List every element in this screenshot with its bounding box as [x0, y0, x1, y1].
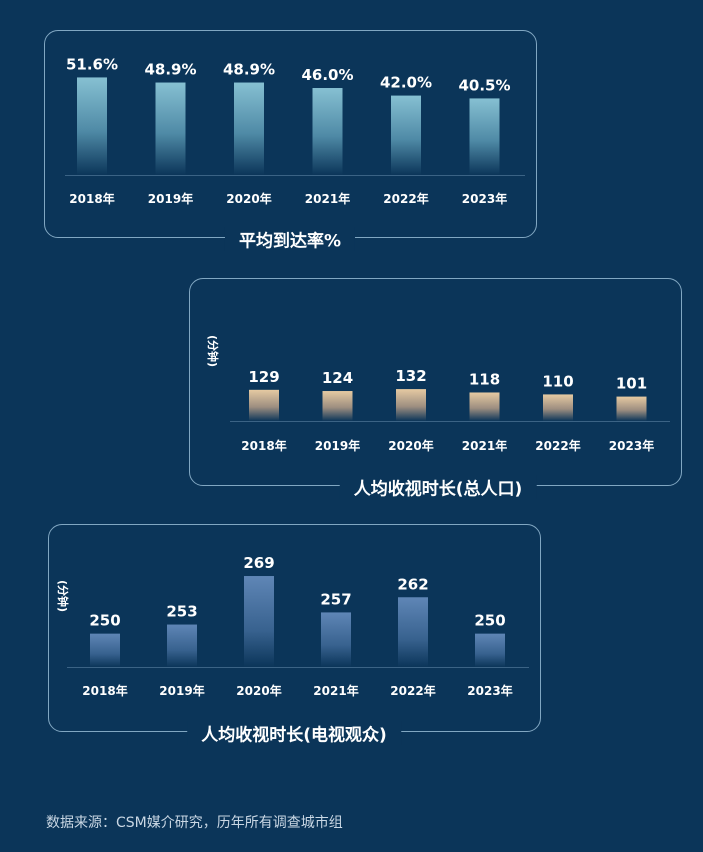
category-label-2: 2020年	[236, 683, 281, 698]
category-label-4: 2022年	[383, 191, 428, 206]
reach-chart-title: 平均到达率%	[224, 226, 356, 252]
viewing-time-population-bar-chart: 129 2018年 124 2019年 132 2020年 118 2021年 110 2022年…	[230, 367, 670, 453]
bar-4	[391, 95, 421, 175]
data-label-5: 101	[616, 375, 647, 393]
data-label-0: 129	[248, 368, 279, 386]
category-label-4: 2022年	[535, 438, 580, 453]
category-label-0: 2018年	[82, 683, 127, 698]
category-label-3: 2021年	[305, 191, 350, 206]
category-label-0: 2018年	[69, 191, 114, 206]
chart-panel-reach: 51.6% 2018年 48.9% 2019年 48.9% 2020年 46.0% 2021年…	[44, 30, 537, 238]
bar-1	[155, 82, 186, 175]
chart-panel-viewing-time-population: (分钟) 129 2018年 124 2019年 132 2020年 118 2021年 110…	[189, 278, 682, 486]
bar-3	[312, 88, 343, 175]
data-label-4: 42.0%	[380, 74, 432, 92]
category-label-5: 2023年	[609, 438, 654, 453]
data-source-note: 数据来源：CSM媒介研究，历年所有调查城市组	[46, 815, 343, 831]
category-label-2: 2020年	[388, 438, 433, 453]
category-label-2: 2020年	[226, 191, 271, 206]
viewing-time-viewers-chart-title: 人均收视时长(电视观众)	[187, 720, 401, 746]
data-label-0: 250	[89, 612, 120, 630]
data-label-3: 257	[320, 590, 351, 608]
reach-bar-chart: 51.6% 2018年 48.9% 2019年 48.9% 2020年 46.0% 2021年…	[65, 55, 525, 206]
bar-5	[616, 396, 647, 421]
bar-4	[398, 597, 428, 667]
data-label-1: 253	[166, 603, 197, 621]
bar-3	[321, 612, 351, 667]
data-label-1: 124	[322, 369, 353, 387]
bar-0	[249, 389, 279, 421]
category-label-3: 2021年	[313, 683, 358, 698]
data-label-1: 48.9%	[144, 61, 196, 79]
bar-1	[167, 624, 197, 667]
bar-5	[469, 98, 500, 175]
category-label-1: 2019年	[148, 191, 193, 206]
bar-0	[77, 77, 107, 175]
bar-2	[234, 82, 264, 175]
data-label-2: 269	[243, 554, 274, 572]
data-label-0: 51.6%	[66, 55, 118, 73]
category-label-5: 2023年	[467, 683, 512, 698]
data-label-5: 40.5%	[458, 76, 510, 94]
bar-4	[543, 394, 573, 421]
category-label-1: 2019年	[315, 438, 360, 453]
bar-3	[469, 392, 500, 421]
category-label-1: 2019年	[159, 683, 204, 698]
data-label-5: 250	[474, 612, 505, 630]
bar-1	[322, 391, 353, 421]
category-label-0: 2018年	[241, 438, 286, 453]
viewing-time-viewers-bar-chart: 250 2018年 253 2019年 269 2020年 257 2021年 262 2022年…	[67, 554, 529, 698]
data-label-4: 262	[397, 575, 428, 593]
bar-5	[475, 633, 505, 667]
data-label-3: 118	[469, 370, 500, 388]
category-label-5: 2023年	[462, 191, 507, 206]
category-label-3: 2021年	[462, 438, 507, 453]
viewing-time-population-chart-title: 人均收视时长(总人口)	[339, 474, 537, 500]
bar-2	[396, 389, 426, 421]
bar-0	[90, 633, 120, 667]
data-label-4: 110	[542, 372, 573, 390]
chart-panel-viewing-time-viewers: (分钟) 250 2018年 253 2019年 269 2020年 257 2021年 262…	[48, 524, 541, 732]
data-label-2: 48.9%	[223, 61, 275, 79]
data-label-3: 46.0%	[301, 66, 353, 84]
data-label-2: 132	[395, 367, 426, 385]
bar-2	[244, 576, 274, 667]
category-label-4: 2022年	[390, 683, 435, 698]
